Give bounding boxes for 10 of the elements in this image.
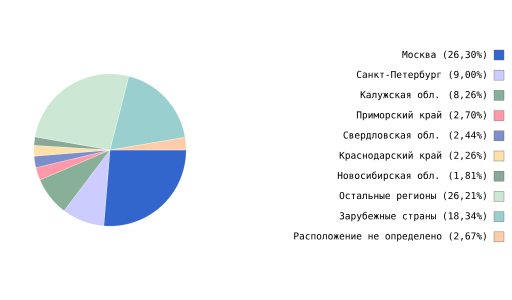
legend-label: Зарубежные страны (18,34%) — [340, 212, 486, 222]
legend-label: Москва (26,30%) — [402, 50, 486, 60]
legend-label: Остальные регионы (26,21%) — [340, 192, 486, 201]
legend-label: Санкт-Петербург (9,00%) — [356, 70, 486, 80]
legend-label: Краснодарский край (2,26%) — [340, 151, 486, 161]
legend-label: Калужская обл. (8,26%) — [360, 90, 486, 100]
legend-label: Новосибирская обл. (1,81%) — [338, 172, 486, 181]
legend-label: Расположение не определено (2,67%) — [294, 232, 486, 242]
legend-label: Свердловская обл. (2,44%) — [344, 131, 486, 140]
legend-label: Приморский край (2,70%) — [356, 110, 486, 120]
